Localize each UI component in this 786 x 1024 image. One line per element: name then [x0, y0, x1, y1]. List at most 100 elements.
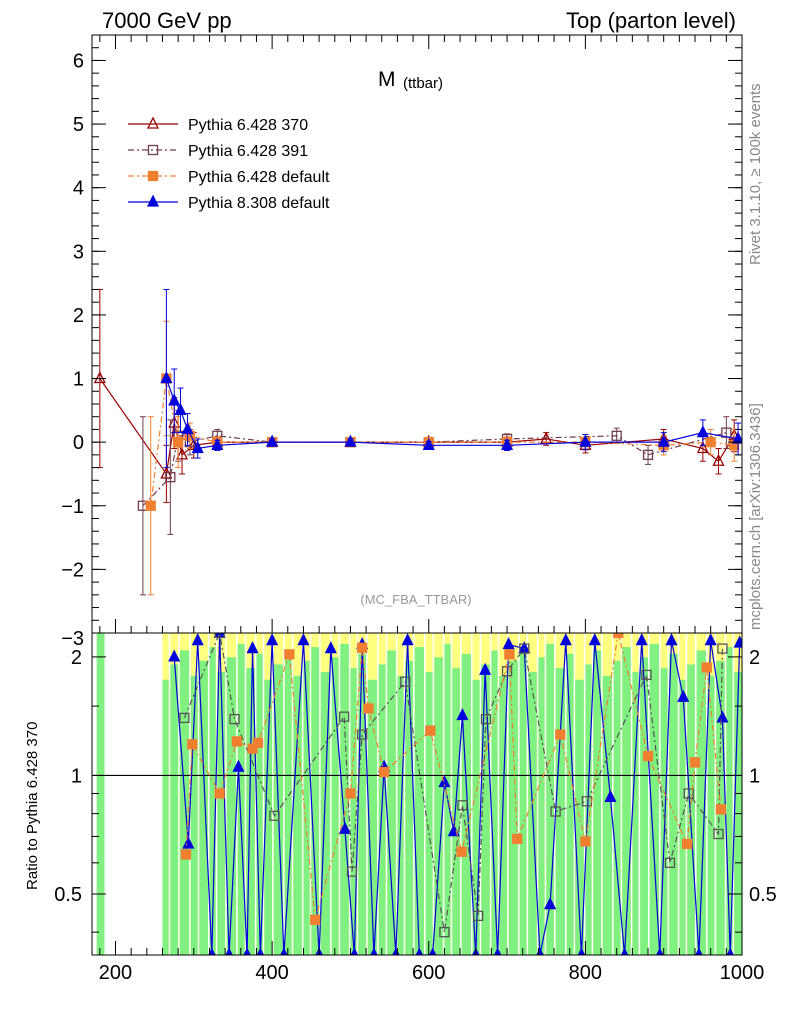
data-point: [344, 434, 357, 447]
ratio-point: [620, 947, 629, 955]
ratio-band: [331, 657, 339, 955]
axes: −2 −1 0 1 2 3 4 5 6 −3 0.5 0.5 1 1 2 2 200 400 600 800 1000: [54, 35, 777, 984]
ratio-band: [264, 679, 273, 955]
ratio-point: [656, 947, 664, 955]
ratio-line: [173, 633, 741, 955]
ratio-point: [269, 810, 280, 821]
ratio-point: [191, 633, 204, 646]
ratio-point: [180, 849, 192, 860]
ratio-point: [415, 947, 424, 955]
ratio-point: [555, 729, 566, 740]
ratio-band: [696, 650, 706, 955]
ratio-point: [243, 947, 251, 955]
ratio-point: [577, 947, 586, 955]
legend-marker: [147, 144, 159, 156]
ratio-point: [182, 836, 195, 849]
ratio-band: [491, 650, 498, 955]
ratio-band: [585, 664, 592, 955]
data-point: [181, 421, 194, 435]
ratio-point: [682, 838, 693, 850]
ratio-band: [687, 664, 696, 955]
ratio-band: [546, 643, 555, 955]
ratio-band: [320, 671, 331, 955]
ratio-point: [642, 750, 654, 762]
ratio-point: [280, 947, 288, 955]
header-left: 7000 GeV pp: [102, 8, 232, 33]
ratio-point: [456, 708, 469, 721]
ratio-point: [641, 669, 652, 681]
ratio-point: [232, 759, 245, 772]
ratio-band: [226, 657, 237, 955]
ratio-point: [339, 711, 350, 722]
ytick-label: 1: [73, 369, 84, 391]
ratio-point: [439, 927, 450, 938]
ratio-series-2: [180, 633, 727, 925]
ratio-band: [387, 650, 396, 955]
ratio-point: [246, 641, 259, 654]
ratio-band: [481, 664, 490, 955]
data-point: [160, 371, 173, 384]
data-point: [145, 500, 156, 511]
data-point: [696, 425, 709, 438]
ratio-point: [357, 642, 368, 653]
ratio-point: [635, 633, 648, 646]
ratio-point: [214, 633, 225, 639]
series-line: [165, 378, 739, 450]
ratio-band: [246, 668, 255, 955]
ratio-point: [701, 662, 712, 673]
ratio-band: [284, 650, 292, 955]
data-point: [705, 436, 716, 448]
ratio-point: [324, 641, 337, 654]
ratio-point: [247, 743, 258, 754]
ratio-band: [632, 671, 639, 955]
ratio-point: [580, 836, 591, 847]
ratio-band: [434, 657, 443, 955]
ratio-point: [512, 833, 523, 845]
data-point: [172, 436, 184, 448]
xtick-label: 400: [255, 962, 288, 984]
ratio-point: [704, 633, 717, 646]
legend-marker: [147, 170, 159, 182]
ratio-point: [664, 857, 676, 868]
ratio-band: [405, 660, 414, 955]
ratio-plot: [92, 633, 742, 955]
ratio-point: [480, 713, 492, 725]
ratio-band: [414, 647, 425, 955]
series-1: [137, 409, 732, 596]
ratio-band: [179, 650, 190, 955]
ytick-label: 4: [73, 178, 84, 200]
ratio-series-group: [92, 633, 742, 955]
ratio-band: [96, 633, 105, 955]
ratio-band: [649, 643, 659, 955]
xtick-label: 600: [412, 962, 445, 984]
series-2: [145, 320, 740, 596]
ratio-point: [665, 633, 678, 646]
ratio-point: [715, 804, 727, 815]
data-point: [168, 393, 181, 406]
ratio-band: [209, 647, 216, 955]
ratio-ytick-label: 1: [749, 765, 760, 787]
ratio-band: [508, 660, 519, 955]
ratio-point: [456, 846, 467, 857]
ratio-band: [472, 679, 480, 955]
data-point: [732, 431, 742, 444]
ratio-band: [303, 660, 310, 955]
ratio-uncertainty-bands: [96, 633, 742, 955]
series-line: [142, 432, 727, 507]
ratio-point: [504, 649, 515, 660]
ratio-band: [660, 668, 668, 955]
ratio-frame: [91, 632, 743, 956]
ratio-ytick-label: 0.5: [749, 884, 777, 906]
ratio-point: [716, 710, 729, 723]
series-3: [160, 288, 742, 469]
ratio-point: [472, 910, 484, 922]
ratio-band: [358, 653, 367, 955]
ratio-band: [340, 643, 349, 955]
main-plot: [93, 288, 742, 596]
ratio-point: [179, 712, 190, 724]
ytick-label: 5: [73, 114, 84, 136]
ratio-point: [677, 689, 690, 702]
ratio-point: [689, 757, 701, 768]
ratio-point: [550, 806, 561, 817]
ratio-ytick-label: 2: [749, 647, 760, 669]
